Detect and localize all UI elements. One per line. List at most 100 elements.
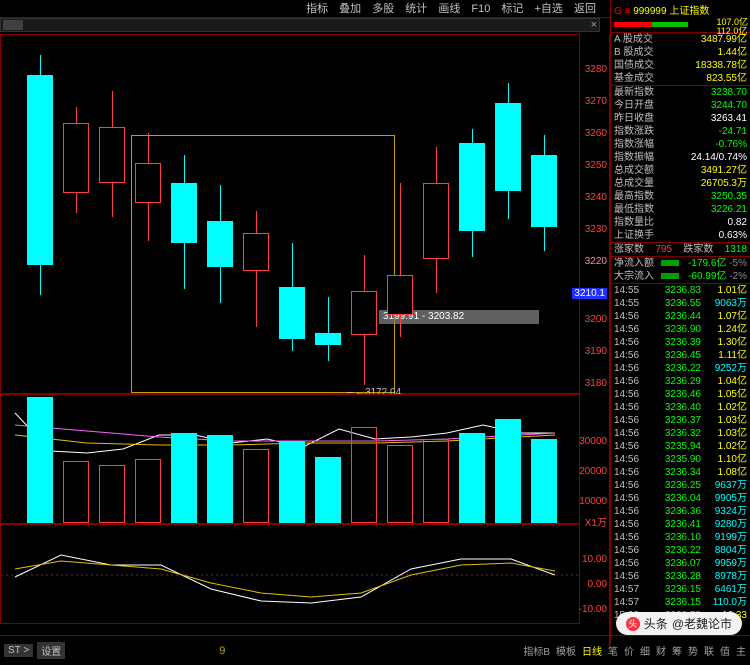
volume-bar[interactable] [207,435,233,523]
tick-row[interactable]: 14:563236.228804万 [611,544,750,557]
flow-row: 大宗流入-60.99亿 -2% [611,270,750,283]
breadth-row: 涨家数 795 跌家数 1318 [611,242,750,256]
tick-row[interactable]: 14:563236.369324万 [611,505,750,518]
bottom-tab[interactable]: 模板 [556,643,576,658]
tag-settings[interactable]: 设置 [37,642,65,659]
data-row: 指数振幅24.14/0.74% [611,151,750,164]
toutiao-icon: 头 [626,617,640,631]
tick-row[interactable]: 14:553236.831.01亿 [611,284,750,297]
bottom-tab[interactable]: 指标B [523,643,550,658]
bottom-tab[interactable]: 日线 [582,643,602,658]
red-bar [614,22,652,27]
tick-row[interactable]: 14:563236.291.04亿 [611,375,750,388]
volume-bar[interactable] [63,461,89,523]
tag-st[interactable]: ST > [4,644,33,657]
quote-side-panel: G ≡ 999999 上证指数 107.0亿 112.0亿 A 股成交3487.… [610,0,750,645]
volume-bar[interactable] [423,439,449,523]
bottom-bar: ST > 设置 9 指标B模板日线笔价细财筹势联值主 [0,635,750,665]
tick-row[interactable]: 14:563236.441.07亿 [611,310,750,323]
tick-row[interactable]: 14:563235.941.02亿 [611,440,750,453]
bottom-tab[interactable]: 值 [720,643,730,658]
bottom-tab[interactable]: 财 [656,643,666,658]
bottom-tabs: 指标B 模板日线笔价细财筹势联值主 [523,643,746,658]
axis-label: 10.00 [582,554,607,565]
tick-row[interactable]: 14:563236.401.02亿 [611,401,750,414]
axis-label: 3270 [585,96,607,107]
bottom-tab[interactable]: 势 [688,643,698,658]
tick-row[interactable]: 14:563236.079959万 [611,557,750,570]
volume-bar[interactable] [459,433,485,523]
tick-row[interactable]: 14:563236.461.05亿 [611,388,750,401]
chart-area[interactable]: 3199.91 - 3203.82 ←3172.04 [0,34,580,645]
volume-bar[interactable] [99,465,125,523]
tick-row[interactable]: 14:563236.451.11亿 [611,349,750,362]
close-icon[interactable]: × [591,19,597,31]
price-axis: 32803270326032503240323032203210.1320031… [580,34,610,645]
axis-label: 0.00 [588,579,607,590]
axis-label: 10000 [579,496,607,507]
tick-row[interactable]: 14:563236.391.30亿 [611,336,750,349]
tick-row[interactable]: 14:563236.049905万 [611,492,750,505]
menu-item[interactable]: 标记 [501,3,523,15]
tick-row[interactable]: 14:573236.15110.0万 [611,596,750,609]
menu-item[interactable]: 指标 [306,3,328,15]
bottom-tab[interactable]: 细 [640,643,650,658]
volume-bar[interactable] [135,459,161,523]
axis-label: 3230 [585,224,607,235]
bottom-tab[interactable]: 笔 [608,643,618,658]
menu-item[interactable]: 画线 [438,3,460,15]
axis-label: -10.00 [579,604,607,615]
data-row: 指数量比0.82 [611,216,750,229]
tick-row[interactable]: 14:563236.259637万 [611,479,750,492]
data-row: 最高指数3250.35 [611,190,750,203]
bottom-tab[interactable]: 联 [704,643,714,658]
volume-bar[interactable] [531,439,557,523]
volume-bars: 107.0亿 112.0亿 [611,18,750,32]
watermark-author: @老魏论市 [672,615,732,632]
candlestick-pane[interactable]: 3199.91 - 3203.82 ←3172.04 [0,34,580,394]
bottom-tab[interactable]: 筹 [672,643,682,658]
data-row: 最低指数3226.21 [611,203,750,216]
tick-row[interactable]: 14:563236.901.24亿 [611,323,750,336]
tick-row[interactable]: 14:563235.901.10亿 [611,453,750,466]
bottom-tab[interactable]: 主 [736,643,746,658]
menu-item[interactable]: 叠加 [339,3,361,15]
bottom-tab[interactable]: 价 [624,643,634,658]
data-row: 基金成交823.55亿 [611,72,750,85]
tick-row[interactable]: 14:563236.371.03亿 [611,414,750,427]
tick-row[interactable]: 14:563236.419280万 [611,518,750,531]
volume-pane[interactable] [0,394,580,524]
menu-item[interactable]: 多股 [372,3,394,15]
menu-item[interactable]: F10 [471,3,490,15]
data-row: 总成交额3491.27亿 [611,164,750,177]
volume-bar[interactable] [351,427,377,523]
data-row: 总成交量26705.3万 [611,177,750,190]
scrollbar-thumb[interactable] [3,20,23,30]
data-row: 上证换手0.63% [611,229,750,242]
menu-item[interactable]: +自选 [535,3,563,15]
volume-bar[interactable] [27,397,53,523]
volume-bar[interactable] [279,441,305,523]
volume-bar[interactable] [315,457,341,523]
tick-row[interactable]: 14:573236.156461万 [611,583,750,596]
volume-bar[interactable] [243,449,269,523]
up-count: 795 [655,243,672,256]
tick-row[interactable]: 14:563236.321.03亿 [611,427,750,440]
volume-bar[interactable] [387,445,413,523]
menu-item[interactable]: 返回 [574,3,596,15]
tick-row[interactable]: 14:553236.559063万 [611,297,750,310]
watermark: 头 头条 @老魏论市 [616,612,742,635]
axis-label: 3220 [585,256,607,267]
tick-row[interactable]: 14:563236.341.08亿 [611,466,750,479]
flow-section: 净流入额-179.6亿 -5%大宗流入-60.99亿 -2% [611,256,750,283]
tick-row[interactable]: 14:563236.288978万 [611,570,750,583]
tick-list[interactable]: 14:553236.831.01亿14:553236.559063万14:563… [611,283,750,622]
horizontal-scrollbar[interactable]: × [0,18,600,32]
tick-row[interactable]: 14:563236.109199万 [611,531,750,544]
volume-bar[interactable] [171,433,197,523]
axis-label: X1万 [585,514,607,529]
indicator-pane[interactable] [0,524,580,624]
tick-row[interactable]: 14:563236.229252万 [611,362,750,375]
menu-item[interactable]: 统计 [405,3,427,15]
volume-bar[interactable] [495,419,521,523]
